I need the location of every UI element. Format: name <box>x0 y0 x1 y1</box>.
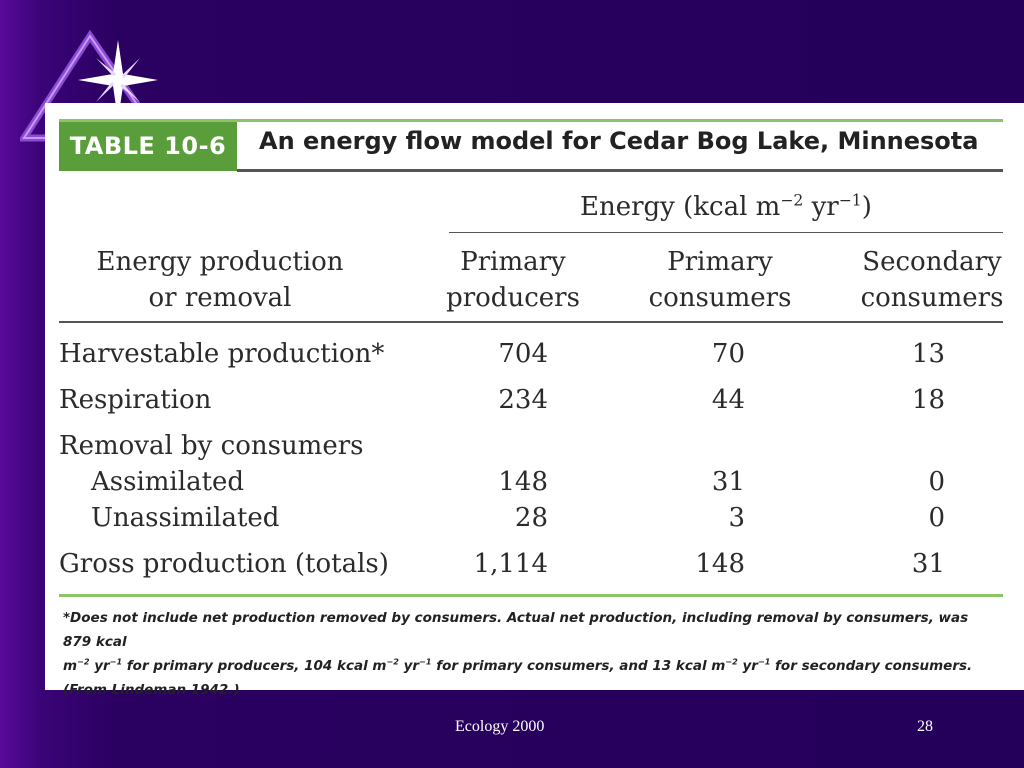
table-row-label: Harvestable production* <box>59 339 385 369</box>
slide-page-number: 28 <box>917 718 933 735</box>
table-cell: 234 <box>498 385 548 415</box>
energy-units-header: Energy (kcal m−2 yr−1) <box>580 191 872 222</box>
table-row-label: Removal by consumers <box>59 431 364 461</box>
column-header: Primary producers <box>446 247 580 313</box>
table-label: TABLE 10-6 <box>59 119 237 171</box>
table-cell: 148 <box>498 467 548 497</box>
column-header: Primary consumers <box>648 247 792 313</box>
table-title: An energy flow model for Cedar Bog Lake,… <box>259 127 979 155</box>
table-cell: 31 <box>711 467 745 497</box>
table-cell: 13 <box>911 339 945 369</box>
table-cell: 0 <box>928 503 945 533</box>
table-title-row: TABLE 10-6 An energy flow model for Ceda… <box>59 119 1003 175</box>
sparkle-icon <box>78 40 158 120</box>
table-row-label: Assimilated <box>91 467 245 497</box>
table-cell: 3 <box>728 503 745 533</box>
table-row-label: Respiration <box>59 385 212 415</box>
table-cell: 704 <box>498 339 548 369</box>
table-cell: 28 <box>514 503 548 533</box>
table-cell: 18 <box>911 385 945 415</box>
group-rule <box>449 232 1003 233</box>
table-cell: 0 <box>928 467 945 497</box>
table-bottom-rule <box>59 594 1003 597</box>
column-header: Secondary consumers <box>860 247 1004 313</box>
table-cell: 1,114 <box>473 549 548 579</box>
title-rule <box>237 169 1003 172</box>
table-cell: 148 <box>695 549 745 579</box>
slide-footer-title: Ecology 2000 <box>455 718 545 735</box>
table-cell: 31 <box>911 549 945 579</box>
table-cell: 70 <box>711 339 745 369</box>
table-row-label: Gross production (totals) <box>59 549 389 579</box>
title-rule <box>237 119 1003 122</box>
table-row-label: Unassimilated <box>91 503 280 533</box>
table-cell: 44 <box>711 385 745 415</box>
table-footnote: *Does not include net production removed… <box>63 610 973 698</box>
row-header: Energy production or removal <box>96 247 344 313</box>
header-rule <box>59 321 1003 323</box>
table-panel: TABLE 10-6 An energy flow model for Ceda… <box>45 103 1024 698</box>
